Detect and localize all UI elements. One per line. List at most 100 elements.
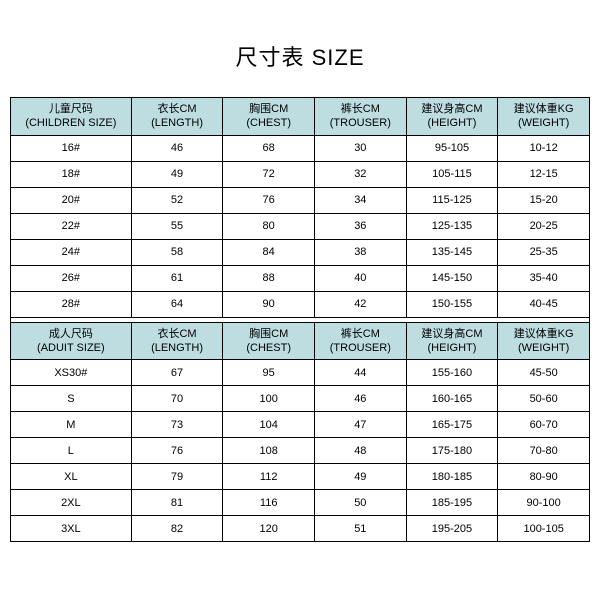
table-cell: 68	[223, 135, 315, 161]
table-row: 28#649042150-15540-45	[11, 291, 590, 317]
table-cell: 80-90	[498, 464, 590, 490]
table-cell: 79	[131, 464, 223, 490]
table-cell: 67	[131, 360, 223, 386]
table-cell: 88	[223, 265, 315, 291]
column-header: 裤长CM(TROUSER)	[315, 98, 407, 136]
children-header-row: 儿童尺码(CHILDREN SIZE)衣长CM(LENGTH)胸围CM(CHES…	[11, 98, 590, 136]
table-row: 26#618840145-15035-40	[11, 265, 590, 291]
table-cell: 30	[315, 135, 407, 161]
header-en: (HEIGHT)	[409, 341, 496, 355]
header-en: (CHILDREN SIZE)	[13, 116, 129, 130]
column-header: 成人尺码(ADUIT SIZE)	[11, 322, 132, 360]
table-cell: 45-50	[498, 360, 590, 386]
table-cell: 115-125	[406, 187, 498, 213]
column-header: 胸围CM(CHEST)	[223, 98, 315, 136]
header-en: (WEIGHT)	[500, 116, 587, 130]
table-cell: 70-80	[498, 438, 590, 464]
table-cell: 72	[223, 161, 315, 187]
table-cell: M	[11, 412, 132, 438]
table-cell: 155-160	[406, 360, 498, 386]
table-cell: 64	[131, 291, 223, 317]
table-cell: 61	[131, 265, 223, 291]
header-en: (TROUSER)	[317, 341, 404, 355]
column-header: 衣长CM(LENGTH)	[131, 322, 223, 360]
table-cell: 28#	[11, 291, 132, 317]
table-cell: 16#	[11, 135, 132, 161]
table-cell: 116	[223, 490, 315, 516]
table-cell: 150-155	[406, 291, 498, 317]
header-en: (WEIGHT)	[500, 341, 587, 355]
table-row: M7310447165-17560-70	[11, 412, 590, 438]
table-cell: 20-25	[498, 213, 590, 239]
table-cell: 175-180	[406, 438, 498, 464]
column-header: 建议体重KG(WEIGHT)	[498, 322, 590, 360]
column-header: 胸围CM(CHEST)	[223, 322, 315, 360]
header-en: (LENGTH)	[134, 116, 221, 130]
table-cell: 18#	[11, 161, 132, 187]
column-header: 建议身高CM(HEIGHT)	[406, 98, 498, 136]
table-cell: 95-105	[406, 135, 498, 161]
table-row: 2XL8111650185-19590-100	[11, 490, 590, 516]
header-cn: 建议体重KG	[500, 327, 587, 341]
table-row: 18#497232105-11512-15	[11, 161, 590, 187]
table-row: XL7911249180-18580-90	[11, 464, 590, 490]
table-cell: 2XL	[11, 490, 132, 516]
table-row: XS30#679544155-16045-50	[11, 360, 590, 386]
table-cell: 46	[131, 135, 223, 161]
table-row: 3XL8212051195-205100-105	[11, 516, 590, 542]
table-cell: 180-185	[406, 464, 498, 490]
table-cell: 165-175	[406, 412, 498, 438]
table-cell: 35-40	[498, 265, 590, 291]
header-en: (CHEST)	[225, 341, 312, 355]
header-en: (HEIGHT)	[409, 116, 496, 130]
table-cell: 112	[223, 464, 315, 490]
header-cn: 胸围CM	[225, 327, 312, 341]
table-cell: 145-150	[406, 265, 498, 291]
header-en: (ADUIT SIZE)	[13, 341, 129, 355]
header-cn: 儿童尺码	[13, 102, 129, 116]
table-cell: XS30#	[11, 360, 132, 386]
size-table: 儿童尺码(CHILDREN SIZE)衣长CM(LENGTH)胸围CM(CHES…	[10, 97, 590, 542]
table-cell: 70	[131, 386, 223, 412]
table-row: 22#558036125-13520-25	[11, 213, 590, 239]
table-cell: 40	[315, 265, 407, 291]
table-row: S7010046160-16550-60	[11, 386, 590, 412]
table-cell: 48	[315, 438, 407, 464]
table-row: 24#588438135-14525-35	[11, 239, 590, 265]
table-cell: 73	[131, 412, 223, 438]
table-cell: 50-60	[498, 386, 590, 412]
table-cell: 84	[223, 239, 315, 265]
table-cell: 76	[223, 187, 315, 213]
table-cell: 36	[315, 213, 407, 239]
table-cell: 10-12	[498, 135, 590, 161]
table-cell: 81	[131, 490, 223, 516]
table-cell: 55	[131, 213, 223, 239]
table-cell: 82	[131, 516, 223, 542]
header-en: (LENGTH)	[134, 341, 221, 355]
adult-header-row: 成人尺码(ADUIT SIZE)衣长CM(LENGTH)胸围CM(CHEST)裤…	[11, 322, 590, 360]
table-cell: 80	[223, 213, 315, 239]
table-cell: 195-205	[406, 516, 498, 542]
table-cell: 32	[315, 161, 407, 187]
table-cell: 100-105	[498, 516, 590, 542]
table-cell: 160-165	[406, 386, 498, 412]
table-cell: 52	[131, 187, 223, 213]
table-cell: 108	[223, 438, 315, 464]
column-header: 衣长CM(LENGTH)	[131, 98, 223, 136]
table-cell: S	[11, 386, 132, 412]
table-cell: 51	[315, 516, 407, 542]
table-cell: 20#	[11, 187, 132, 213]
header-cn: 建议身高CM	[409, 102, 496, 116]
header-cn: 建议身高CM	[409, 327, 496, 341]
table-cell: 120	[223, 516, 315, 542]
table-cell: 3XL	[11, 516, 132, 542]
table-cell: L	[11, 438, 132, 464]
table-cell: 49	[315, 464, 407, 490]
table-cell: 58	[131, 239, 223, 265]
table-cell: 34	[315, 187, 407, 213]
table-cell: 49	[131, 161, 223, 187]
table-cell: 90	[223, 291, 315, 317]
table-row: 16#46683095-10510-12	[11, 135, 590, 161]
table-cell: 90-100	[498, 490, 590, 516]
table-row: 20#527634115-12515-20	[11, 187, 590, 213]
